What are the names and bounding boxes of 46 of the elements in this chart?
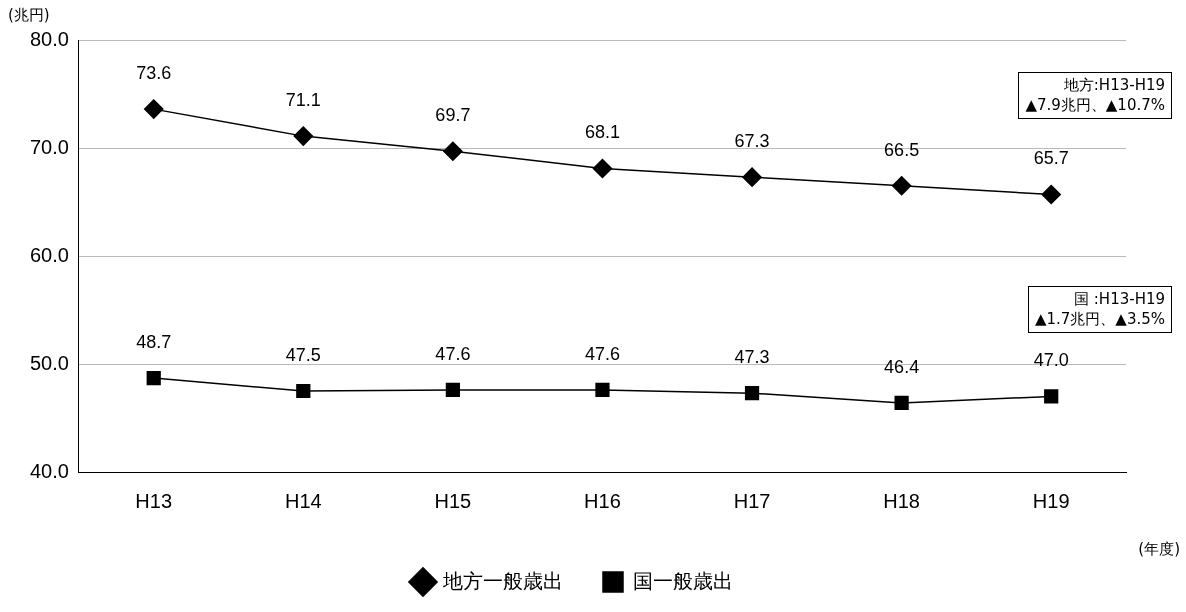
data-label: 65.7: [1033, 148, 1069, 169]
legend-label: 国一般歳出: [633, 569, 733, 592]
data-label: 69.7: [435, 105, 471, 126]
data-label: 73.6: [136, 63, 172, 84]
data-label: 71.1: [285, 90, 321, 111]
data-label: 47.0: [1033, 350, 1069, 371]
point: [891, 176, 912, 196]
y-tick-label: 40.0: [29, 459, 69, 482]
point: [296, 383, 311, 399]
x-tick-label: H19: [1032, 489, 1070, 512]
point: [143, 99, 164, 119]
x-tick-label: H16: [584, 489, 621, 512]
annotation: 地方:H13-H19 ▲7.9兆円、▲10.7%: [1018, 72, 1172, 119]
point: [1044, 389, 1059, 404]
x-tick-label: H15: [434, 489, 472, 512]
data-label: 47.6: [435, 343, 471, 364]
data-label: 46.4: [884, 356, 920, 377]
data-label: 66.5: [884, 139, 920, 160]
point: [744, 386, 760, 401]
y-tick-label: 60.0: [29, 243, 69, 266]
y-tick-label: 70.0: [29, 135, 69, 158]
x-axis-title: (年度): [1138, 540, 1180, 559]
data-label: 47.6: [584, 343, 620, 364]
point: [443, 141, 463, 161]
x-tick-label: H18: [883, 489, 920, 512]
data-label: 47.5: [285, 344, 321, 365]
x-tick-label: H14: [284, 489, 322, 512]
y-axis-title: (兆円): [8, 6, 50, 25]
y-tick-label: 80.0: [29, 27, 69, 50]
y-tick-label: 50.0: [29, 351, 69, 374]
data-label: 68.1: [584, 122, 620, 143]
point: [1041, 184, 1061, 205]
point: [592, 158, 613, 179]
data-label: 67.3: [734, 131, 770, 152]
point: [595, 382, 610, 398]
x-tick-label: H17: [733, 489, 771, 512]
point: [742, 167, 762, 187]
point: [293, 126, 314, 146]
data-label: 47.3: [734, 347, 770, 368]
point: [445, 382, 460, 398]
annotation: 国 :H13-H19 ▲1.7兆円、▲3.5%: [1027, 286, 1172, 333]
legend-label: 地方一般歳出: [442, 569, 563, 592]
data-label: 48.7: [136, 332, 172, 353]
point: [894, 395, 909, 410]
x-tick-label: H13: [135, 489, 173, 512]
point: [146, 370, 161, 386]
